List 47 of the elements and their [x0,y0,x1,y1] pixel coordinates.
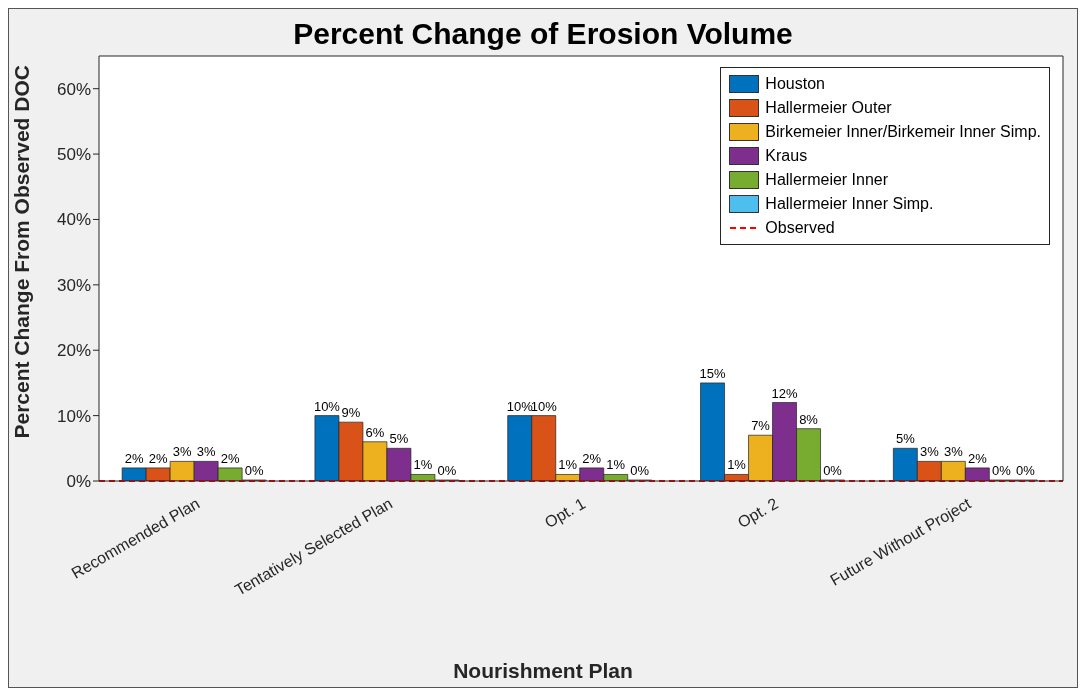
y-tick-label: 50% [56,145,91,165]
data-label: 0% [991,463,1012,478]
data-label: 0% [630,463,650,478]
data-label: 3% [196,444,216,460]
data-label: 3% [919,444,940,460]
data-label: 0% [1015,463,1036,478]
data-label: 9% [341,405,361,421]
data-label: 0% [823,463,843,478]
data-label: 3% [172,444,192,460]
legend-label: Birkemeier Inner/Birkemeir Inner Simp. [764,122,1041,142]
legend-label: Kraus [764,146,809,166]
y-axis-title: Percent Change From Observed DOC [10,65,34,439]
x-axis-title: Nourishment Plan [452,659,634,683]
data-label: 0% [244,463,264,478]
data-label: 7% [751,418,771,434]
data-label: 1% [558,457,578,473]
data-label: 2% [967,450,988,466]
data-label: 5% [895,431,916,447]
data-label: 6% [365,424,385,440]
y-tick-label: 20% [56,341,91,361]
chart-title: Percent Change of Erosion Volume [292,17,794,51]
legend-label: Houston [764,74,826,94]
y-tick-label: 60% [56,79,91,99]
data-label: 1% [413,457,433,473]
data-label: 1% [606,457,626,473]
data-label: 8% [799,411,819,427]
data-label: 3% [943,444,964,460]
data-label: 2% [124,450,144,466]
data-label: 1% [727,457,747,473]
legend-label: Hallermeier Outer [764,98,893,118]
y-tick-label: 0% [66,472,91,492]
y-tick-label: 30% [56,275,91,295]
data-label: 2% [148,450,168,466]
y-tick-label: 40% [56,210,91,230]
data-label: 5% [389,431,409,447]
x-tick-label: Opt. 2 [734,494,781,532]
data-label: 2% [220,450,240,466]
legend-label: Hallermeier Inner Simp. [764,194,935,214]
legend-label: Observed [764,218,836,238]
data-label: 2% [582,450,602,466]
data-label: 15% [699,365,726,381]
legend-label: Hallermeier Inner [764,170,890,190]
data-label: 0% [437,463,457,478]
data-label: 10% [313,398,341,414]
y-tick-label: 10% [56,406,91,426]
x-tick-label: Opt. 1 [541,494,589,532]
data-label: 12% [771,385,798,401]
